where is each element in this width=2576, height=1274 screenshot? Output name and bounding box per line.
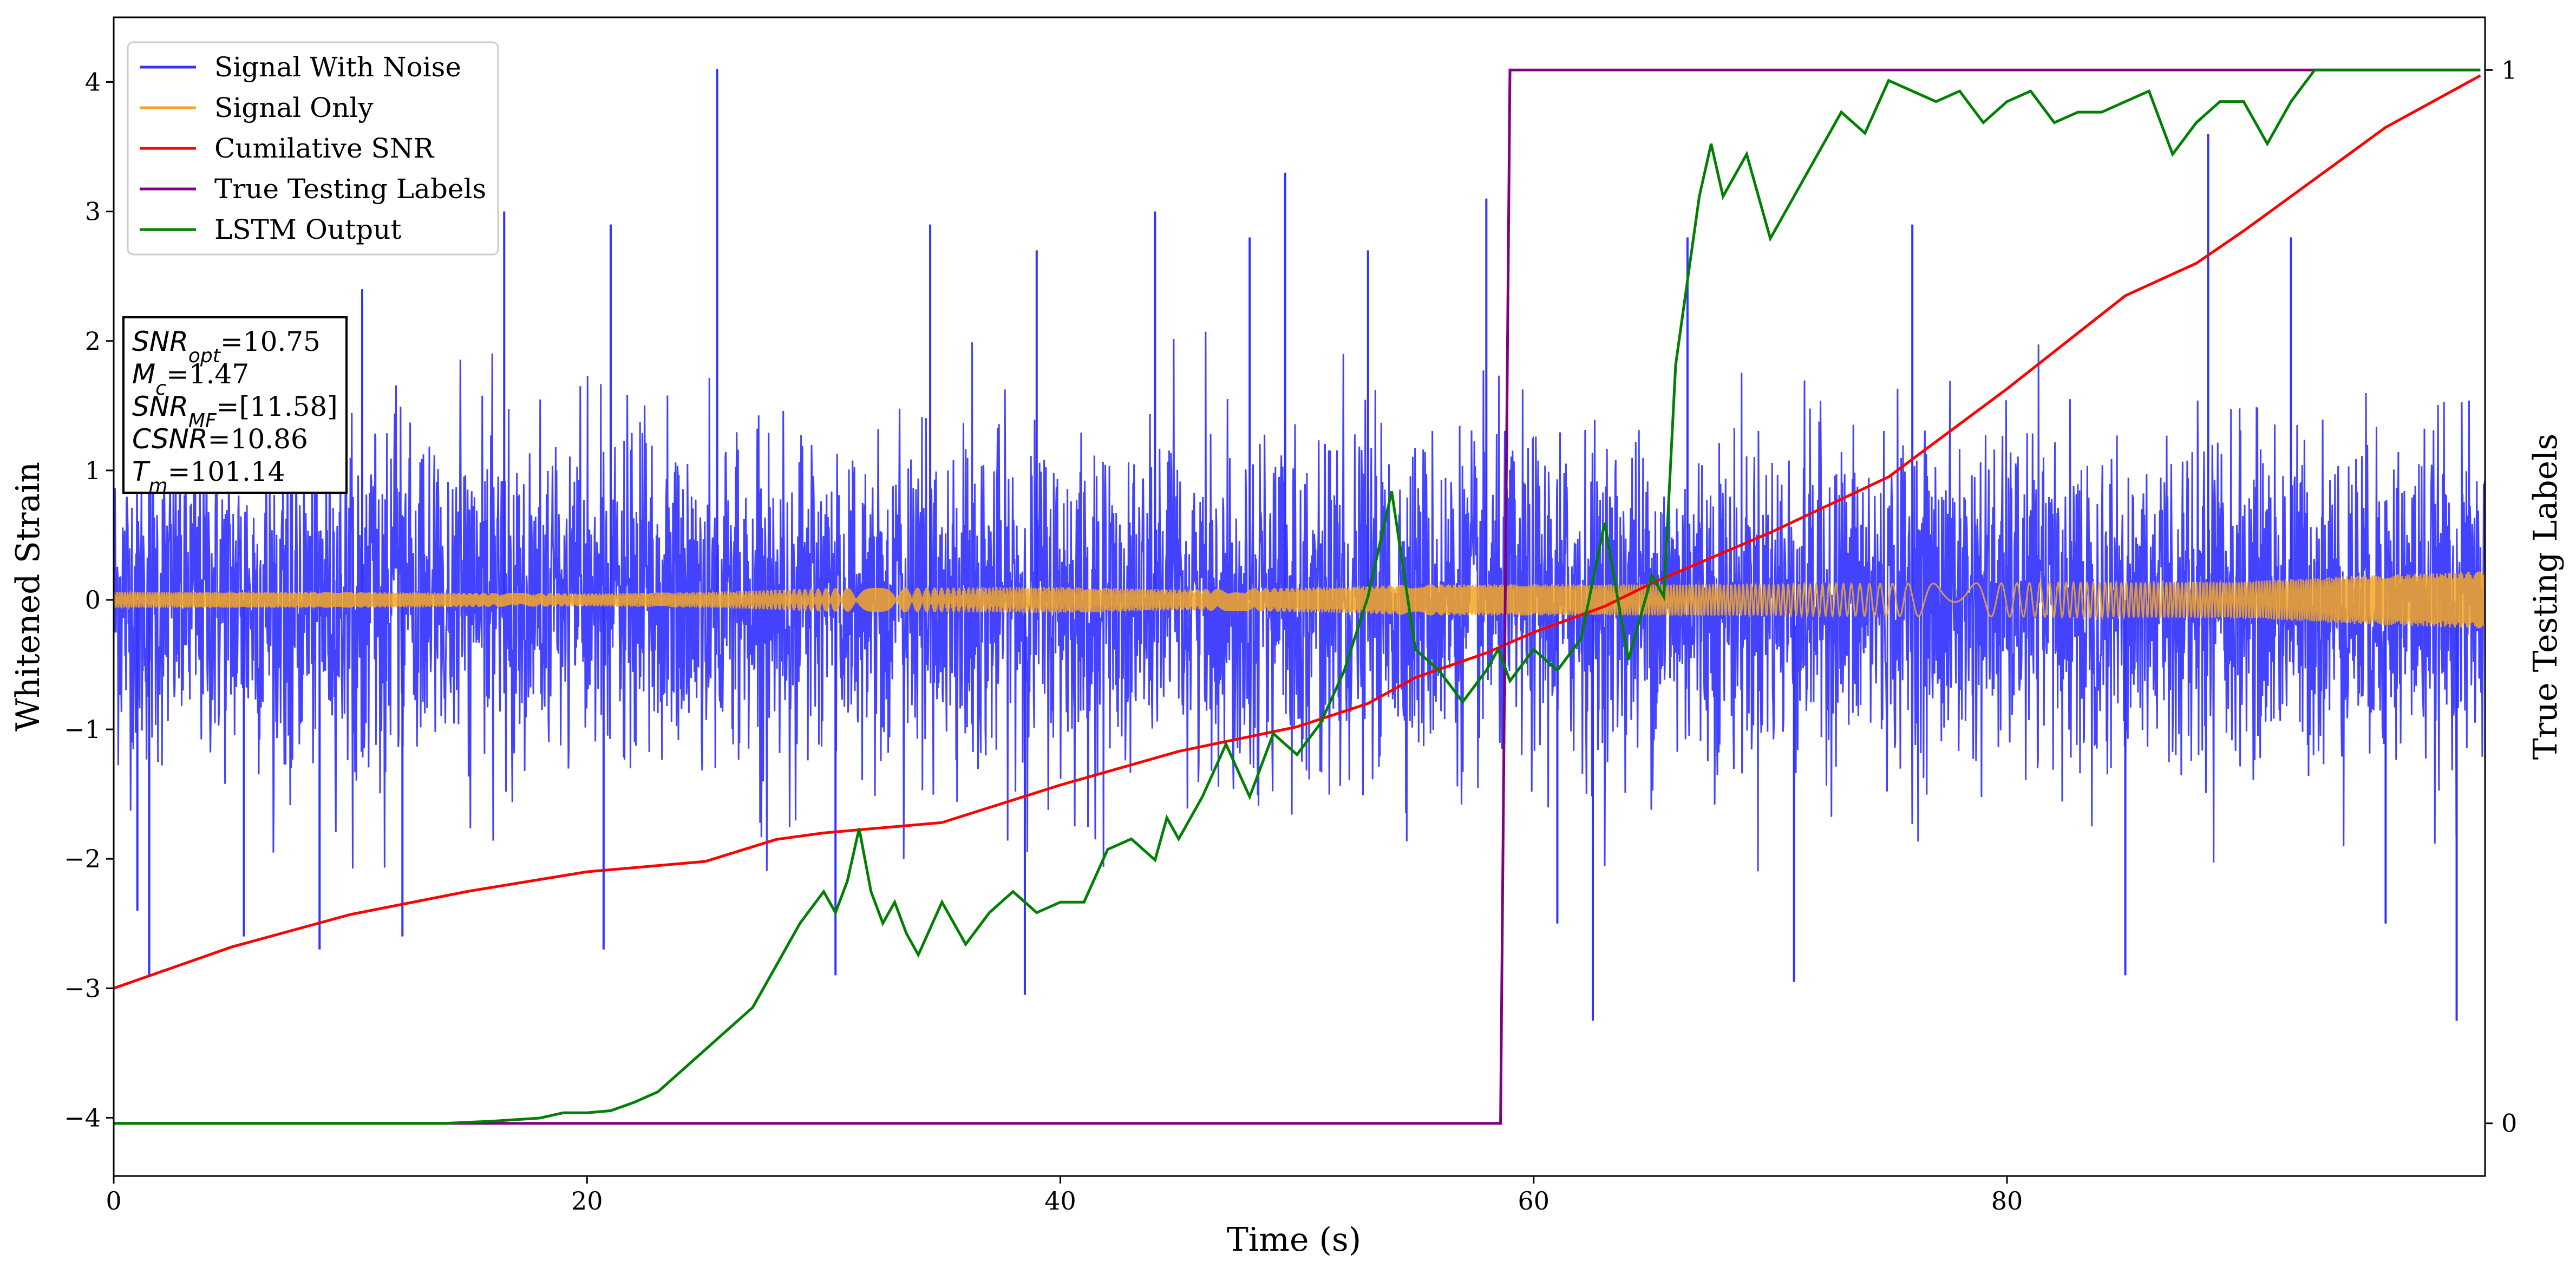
annotation-line: Tm=101.14 [132,456,285,497]
legend-frame [127,41,499,256]
legend: Signal With Noise Signal Only Cumilative S… [127,41,499,256]
y-tick-label: −2 [64,844,101,873]
annotation-box: SNRopt=10.75Mc=1.47SNRMF=[11.58]CSNR=10.… [122,316,348,497]
annotation-frame [122,316,348,494]
plot-area [114,68,2485,1125]
legend-label: Signal With Noise [214,51,461,83]
legend-label: LSTM Output [214,214,401,245]
series-true-testing-labels [114,68,2481,1125]
annotation-line: SNRMF=[11.58] [132,391,338,432]
plot-frame [113,16,2486,1177]
y-tick-label: 0 [85,585,101,615]
y-tick-label: −3 [64,974,101,1003]
y-tick-label: 1 [85,456,101,485]
series-lstm-output [114,68,2481,1125]
y-tick-label: 2 [85,326,101,356]
legend-label: Signal Only [214,92,374,123]
y-tick-label: −4 [64,1103,101,1132]
legend-label: Cumilative SNR [214,133,434,164]
x-tick-label: 80 [1991,1186,2023,1216]
x-tick-label: 60 [1518,1186,1549,1216]
y-axis-right-title: True Testing Labels [2527,434,2565,760]
y-right-tick-label: 0 [2501,1109,2517,1138]
x-axis-title: Time (s) [1227,1221,1361,1259]
annotation-line: Mc=1.47 [132,358,249,400]
legend-label: True Testing Labels [214,173,486,205]
y-axis-title: Whitened Strain [9,462,47,731]
series-signal-only [114,571,2485,629]
y-tick-label: 4 [85,68,101,97]
y-right-tick-label: 1 [2501,55,2517,84]
annotation-line: SNRopt=10.75 [132,326,321,367]
x-tick-label: 0 [106,1186,121,1216]
y-tick-label: −1 [64,715,101,744]
x-tick-label: 40 [1044,1186,1076,1216]
y-tick-label: 3 [85,197,101,226]
x-tick-label: 20 [571,1186,603,1216]
annotation-line: CSNR=10.86 [132,423,308,455]
series-cumulative-snr [114,74,2481,990]
